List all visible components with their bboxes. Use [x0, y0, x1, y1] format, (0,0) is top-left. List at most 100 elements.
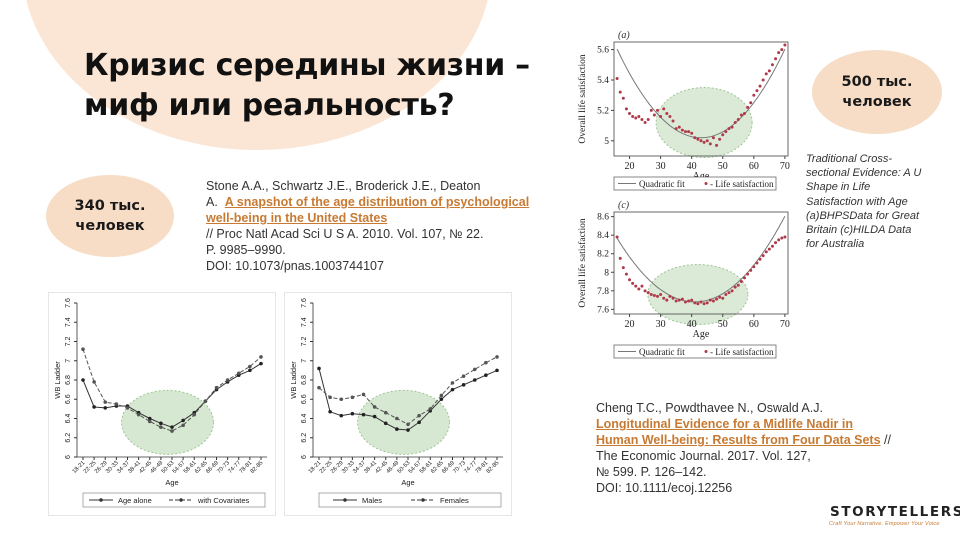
ref2-journal: // The Economic Journal. 2017. Vol. 127, — [596, 433, 891, 463]
chart-c-point — [705, 301, 709, 305]
chart-gender-series-1-point — [417, 413, 421, 418]
chart-c-xtick-label: 60 — [749, 319, 759, 330]
chart-a-legend-dot — [704, 182, 708, 185]
chart-ladder-ytick-label: 6.4 — [65, 414, 72, 424]
chart-gender-legend-dot-0 — [343, 498, 347, 502]
chart-a-point — [665, 111, 669, 115]
chart-a-point — [715, 143, 719, 147]
chart-c-point — [687, 299, 691, 303]
ref1-doi: DOI: 10.1073/pnas.1003744107 — [206, 259, 384, 273]
chart-c-xlabel: Age — [693, 329, 710, 340]
chart-ladder-panel: 6 6.2 6.4 6.6 6.8 7 7.2 7.4 7.6 18-21 22-25 26-29 30… — [48, 292, 276, 516]
chart-a-point — [761, 78, 765, 82]
figure-caption: Traditional Cross-sectional Evidence: A … — [806, 153, 922, 251]
chart-a-ytick-label: 5.4 — [597, 76, 609, 86]
chart-c-point — [764, 250, 768, 254]
chart-gender-series-1-point — [317, 385, 321, 390]
chart-gender-series-1-point — [383, 410, 388, 415]
chart-c-point — [783, 235, 787, 239]
chart-ladder-ytick-label: 6.2 — [65, 433, 72, 443]
chart-c-point — [761, 254, 765, 258]
chart-gender-ylabel: WB Ladder — [289, 361, 298, 399]
chart-ladder-series-1-point — [170, 429, 174, 433]
chart-c-point — [680, 297, 684, 301]
chart-a-point — [739, 113, 743, 117]
chart-c-ytick-label: 8.2 — [597, 250, 609, 260]
chart-a-point — [730, 125, 734, 129]
chart-a-point — [770, 63, 774, 67]
ref1-link[interactable]: A snapshot of the age distribution of ps… — [206, 195, 530, 225]
chart-ladder-series-1-point — [103, 400, 108, 404]
chart-a-point — [643, 121, 647, 125]
chart-a-panel: (a) 5 5.2 5.4 5.6 20 30 40 50 60 70 Age Overall life… — [572, 28, 794, 192]
chart-a-point — [736, 118, 740, 122]
chart-gender-series-0-point — [328, 409, 332, 414]
chart-a-highlight-ellipse — [655, 87, 753, 159]
chart-c-point — [643, 289, 647, 293]
chart-gender-series-0-point — [350, 411, 355, 416]
chart-a-point — [680, 128, 684, 132]
ref2-authors: Cheng T.C., Powdthavee N., Oswald A.J. — [596, 401, 823, 415]
chart-a-point — [690, 131, 694, 135]
chart-ladder-series-0-point — [170, 425, 174, 429]
chart-c-point — [671, 296, 675, 300]
chart-gender-series-1-point — [439, 393, 444, 398]
chart-a-legend-box — [613, 176, 777, 191]
chart-a-point — [702, 140, 706, 144]
chart-a-ylabel: Overall life satisfaction — [577, 54, 588, 143]
chart-gender-series-0-point — [417, 420, 421, 425]
chart-a-point — [699, 139, 703, 143]
chart-ladder-series-0-point — [81, 378, 85, 382]
chart-ladder-xlabel: Age — [165, 478, 178, 487]
chart-ladder-series-1-point — [147, 419, 152, 424]
chart-a-point — [764, 72, 768, 76]
chart-c-point — [693, 301, 697, 305]
chart-ladder-ytick-label: 7.4 — [65, 317, 72, 327]
ref1-pages: P. 9985–9990. — [206, 243, 286, 257]
chart-a-point — [637, 114, 641, 118]
chart-gender-series-1-point — [350, 395, 355, 400]
chart-gender-series-0-point — [450, 387, 455, 392]
chart-gender-xtick-label: 82-85 — [486, 460, 501, 475]
chart-c-point — [637, 287, 641, 291]
chart-c-xtick-label: 40 — [687, 319, 697, 330]
chart-gender-legend-dot-1 — [421, 498, 425, 502]
chart-a-ytick-label: 5.6 — [597, 46, 609, 56]
chart-c-point — [736, 283, 740, 287]
chart-a-point — [721, 133, 725, 137]
chart-gender-series-1-point — [472, 367, 477, 372]
chart-a-frame — [613, 41, 789, 157]
chart-a-point — [752, 93, 756, 97]
ref1-authors: Stone A.A., Schwartz J.E., Broderick J.E… — [206, 179, 481, 193]
chart-c-xtick-label: 30 — [656, 319, 666, 330]
chart-c-point — [780, 236, 784, 240]
chart-c-point — [640, 284, 644, 288]
chart-ladder-legend-label-0: Age alone — [118, 496, 152, 505]
chart-c-panel-label: (c) — [618, 200, 630, 211]
chart-a-point — [696, 137, 700, 141]
chart-gender-legend-label-0: Males — [362, 496, 382, 505]
chart-ladder-legend-label-1: with Covariates — [197, 496, 250, 505]
chart-a-point — [767, 69, 771, 73]
chart-a-point — [652, 113, 656, 117]
chart-c-point — [721, 296, 725, 300]
ref2-link[interactable]: Longitudinal Evidence for a Midlife Nadi… — [596, 417, 881, 447]
chart-c-point — [621, 266, 625, 270]
chart-a-xlabel: Age — [693, 171, 710, 182]
chart-ladder-series-1-point — [192, 412, 197, 417]
chart-a-point — [724, 130, 728, 134]
chart-a-xtick-label: 30 — [656, 161, 666, 172]
chart-ladder-series-0-point — [259, 361, 263, 366]
chart-ladder-series-0-point — [103, 406, 108, 410]
chart-a-point — [718, 137, 722, 141]
chart-ladder-highlight-ellipse — [121, 389, 215, 455]
chart-c-point — [618, 256, 622, 260]
chart-gender-series-0-point — [339, 413, 344, 418]
chart-ladder-series-1-point — [92, 380, 96, 384]
chart-c-point — [634, 284, 638, 288]
chart-c-point — [674, 299, 678, 303]
chart-a-point — [727, 127, 731, 131]
chart-c-point — [718, 295, 722, 299]
chart-c-ytick-label: 8 — [604, 268, 609, 278]
storytellers-tagline: Craft Your Narrative. Empower Your Voice — [829, 521, 940, 527]
